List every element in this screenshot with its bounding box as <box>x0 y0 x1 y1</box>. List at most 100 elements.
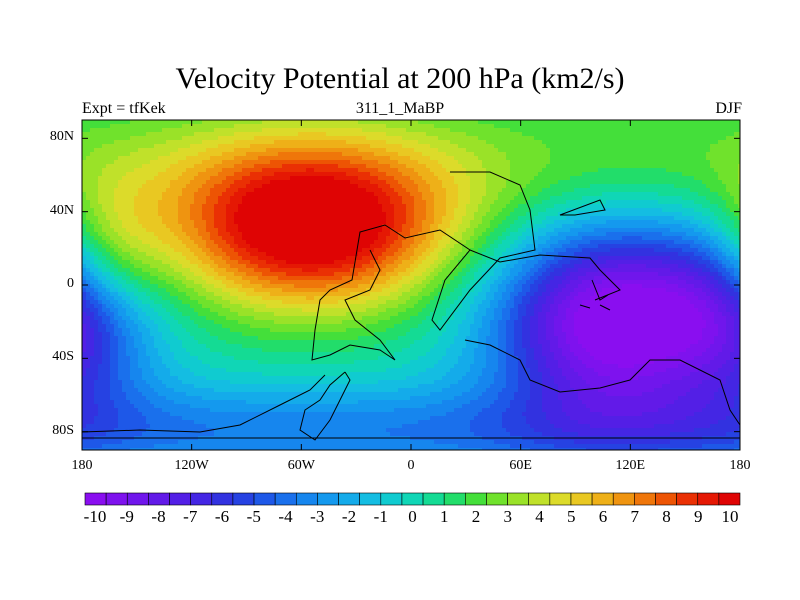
field-cell <box>230 236 235 241</box>
field-cell <box>570 168 575 173</box>
field-cell <box>682 180 687 185</box>
field-cell <box>346 132 351 137</box>
field-cell <box>570 140 575 145</box>
field-cell <box>730 208 735 213</box>
field-cell <box>550 176 555 181</box>
field-cell <box>238 200 243 205</box>
field-cell <box>722 124 727 129</box>
field-cell <box>134 224 139 229</box>
field-cell <box>114 160 119 165</box>
field-cell <box>650 228 655 233</box>
field-cell <box>366 180 371 185</box>
field-cell <box>294 208 299 213</box>
field-cell <box>698 232 703 237</box>
field-cell <box>726 124 731 129</box>
field-cell <box>690 156 695 161</box>
field-cell <box>382 144 387 149</box>
field-cell <box>334 232 339 237</box>
field-cell <box>230 216 235 221</box>
field-cell <box>666 152 671 157</box>
field-cell <box>682 212 687 217</box>
field-cell <box>502 212 507 217</box>
field-cell <box>530 220 535 225</box>
field-cell <box>442 128 447 133</box>
field-cell <box>130 216 135 221</box>
field-cell <box>282 176 287 181</box>
field-cell <box>166 232 171 237</box>
field-cell <box>562 156 567 161</box>
field-cell <box>730 124 735 129</box>
field-cell <box>222 188 227 193</box>
field-cell <box>318 124 323 129</box>
field-cell <box>186 196 191 201</box>
field-cell <box>530 168 535 173</box>
field-cell <box>642 224 647 229</box>
field-cell <box>594 160 599 165</box>
field-cell <box>506 180 511 185</box>
field-cell <box>718 132 723 137</box>
field-cell <box>634 236 639 241</box>
field-cell <box>390 216 395 221</box>
field-cell <box>582 160 587 165</box>
field-cell <box>350 208 355 213</box>
field-cell <box>694 196 699 201</box>
field-cell <box>450 168 455 173</box>
field-cell <box>450 184 455 189</box>
field-cell <box>678 148 683 153</box>
field-cell <box>278 196 283 201</box>
field-cell <box>530 152 535 157</box>
experiment-label: Expt = tfKek <box>82 100 166 117</box>
field-cell <box>130 160 135 165</box>
field-cell <box>682 236 687 241</box>
field-cell <box>118 196 123 201</box>
field-cell <box>702 188 707 193</box>
field-cell <box>258 192 263 197</box>
field-cell <box>222 156 227 161</box>
field-cell <box>282 136 287 141</box>
field-cell <box>362 136 367 141</box>
field-cell <box>246 136 251 141</box>
field-cell <box>318 212 323 217</box>
field-cell <box>378 152 383 157</box>
field-cell <box>442 124 447 129</box>
field-cell <box>166 220 171 225</box>
field-cell <box>398 176 403 181</box>
field-cell <box>702 204 707 209</box>
field-cell <box>346 188 351 193</box>
field-cell <box>230 240 235 245</box>
field-cell <box>266 168 271 173</box>
field-cell <box>218 164 223 169</box>
field-cell <box>546 212 551 217</box>
field-cell <box>202 180 207 185</box>
field-cell <box>514 136 519 141</box>
field-cell <box>178 168 183 173</box>
field-cell <box>238 160 243 165</box>
field-cell <box>418 224 423 229</box>
field-cell <box>338 132 343 137</box>
field-cell <box>626 152 631 157</box>
field-cell <box>730 168 735 173</box>
field-cell <box>198 168 203 173</box>
field-cell <box>314 128 319 133</box>
field-cell <box>694 200 699 205</box>
field-cell <box>550 204 555 209</box>
field-cell <box>570 216 575 221</box>
field-cell <box>102 180 107 185</box>
field-cell <box>474 140 479 145</box>
field-cell <box>714 184 719 189</box>
field-cell <box>210 232 215 237</box>
field-cell <box>598 220 603 225</box>
field-cell <box>646 168 651 173</box>
field-cell <box>338 212 343 217</box>
field-cell <box>150 132 155 137</box>
field-cell <box>726 164 731 169</box>
field-cell <box>434 220 439 225</box>
field-cell <box>270 168 275 173</box>
field-cell <box>402 196 407 201</box>
field-cell <box>262 216 267 221</box>
field-cell <box>282 124 287 129</box>
field-cell <box>398 228 403 233</box>
field-cell <box>390 136 395 141</box>
field-cell <box>610 164 615 169</box>
field-cell <box>526 172 531 177</box>
